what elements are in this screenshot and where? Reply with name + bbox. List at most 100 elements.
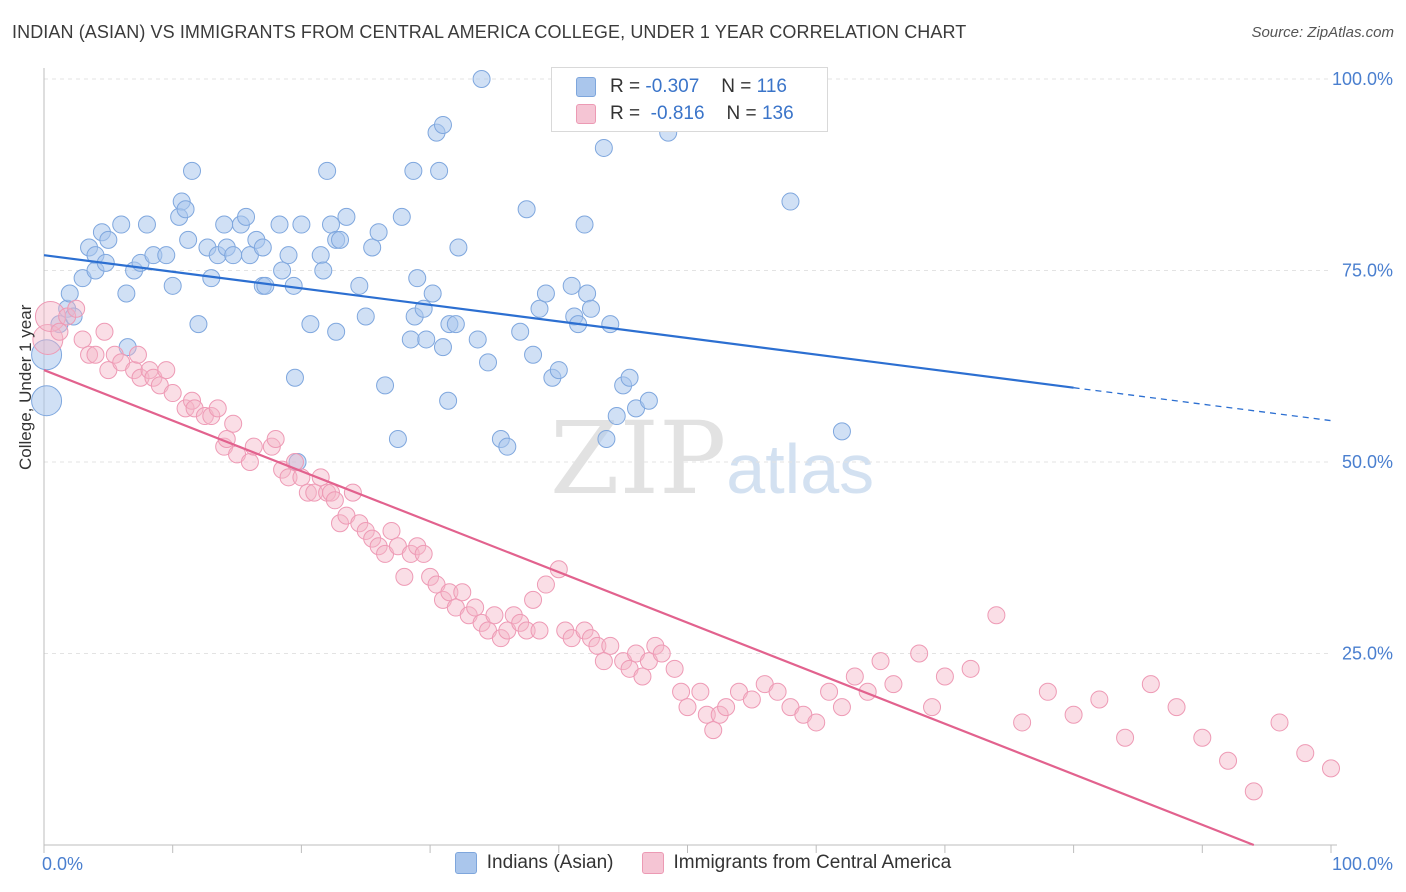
correlation-legend: R = -0.307 N = 116 R = -0.816 N = 136 xyxy=(551,67,828,132)
point-central-america xyxy=(157,361,176,380)
point-central-america xyxy=(556,621,575,640)
point-central-america xyxy=(202,407,221,426)
point-indians xyxy=(536,284,555,303)
point-indians xyxy=(408,269,427,288)
point-central-america xyxy=(356,521,375,540)
point-central-america xyxy=(646,636,665,655)
watermark-atlas: atlas xyxy=(726,430,875,508)
point-indians xyxy=(468,330,487,349)
point-indians xyxy=(256,276,275,295)
point-indians xyxy=(439,391,458,410)
point-central-america xyxy=(530,621,549,640)
point-indians xyxy=(369,223,388,242)
point-indians xyxy=(237,207,256,226)
point-central-america xyxy=(691,682,710,701)
point-central-america xyxy=(58,307,77,326)
point-indians xyxy=(163,276,182,295)
point-central-america xyxy=(331,514,350,533)
point-indians xyxy=(337,207,356,226)
point-indians xyxy=(31,385,63,417)
point-central-america xyxy=(536,575,555,594)
point-indians xyxy=(639,391,658,410)
legend-row-indians: R = -0.307 N = 116 xyxy=(576,74,787,100)
point-central-america xyxy=(311,468,330,487)
point-central-america xyxy=(1038,682,1057,701)
point-indians xyxy=(433,115,452,134)
point-central-america xyxy=(224,414,243,433)
point-central-america xyxy=(588,636,607,655)
point-indians xyxy=(479,353,498,372)
x-tick-label: 0.0% xyxy=(42,854,83,874)
point-central-america xyxy=(414,544,433,563)
point-indians xyxy=(176,200,195,219)
point-indians xyxy=(446,315,465,334)
point-central-america xyxy=(910,644,929,663)
point-central-america xyxy=(163,384,182,403)
point-central-america xyxy=(350,514,369,533)
source-credit: Source: ZipAtlas.com xyxy=(1251,24,1394,41)
point-central-america xyxy=(820,682,839,701)
point-indians xyxy=(112,215,131,234)
point-central-america xyxy=(1193,728,1212,747)
point-indians xyxy=(253,238,272,257)
point-central-america xyxy=(80,345,99,364)
point-central-america xyxy=(1141,675,1160,694)
point-central-america xyxy=(524,590,543,609)
series-legend-indians[interactable]: Indians (Asian) xyxy=(454,852,614,874)
point-indians xyxy=(301,315,320,334)
point-central-america xyxy=(633,667,652,686)
series-swatch-central-america xyxy=(641,852,664,874)
point-central-america xyxy=(1116,728,1135,747)
point-indians xyxy=(189,315,208,334)
point-central-america xyxy=(845,667,864,686)
series-swatch-indians xyxy=(454,852,477,874)
point-indians xyxy=(575,215,594,234)
point-central-america xyxy=(401,544,420,563)
point-central-america xyxy=(517,621,536,640)
point-indians xyxy=(517,200,536,219)
series-legend-central-america[interactable]: Immigrants from Central America xyxy=(641,852,951,874)
point-central-america xyxy=(86,345,105,364)
point-central-america xyxy=(176,399,195,418)
point-central-america xyxy=(1064,705,1083,724)
trendline-indians xyxy=(43,254,1074,389)
point-indians xyxy=(327,322,346,341)
point-central-america xyxy=(1322,759,1340,778)
point-central-america xyxy=(369,537,388,556)
point-central-america xyxy=(1219,751,1238,770)
point-indians xyxy=(60,284,79,303)
point-central-america xyxy=(987,606,1006,625)
point-central-america xyxy=(34,300,66,332)
point-central-america xyxy=(318,483,337,502)
point-central-america xyxy=(95,322,114,341)
point-indians xyxy=(549,361,568,380)
point-central-america xyxy=(421,567,440,586)
point-indians xyxy=(498,437,517,456)
point-indians xyxy=(578,284,597,303)
point-indians xyxy=(279,246,298,265)
legend-n-value: 136 xyxy=(761,103,794,124)
point-indians xyxy=(607,407,626,426)
point-central-america xyxy=(871,652,890,671)
point-indians xyxy=(273,261,292,280)
y-tick-label: 75.0% xyxy=(1342,261,1393,281)
point-indians xyxy=(270,215,289,234)
point-indians xyxy=(99,230,118,249)
point-central-america xyxy=(594,652,613,671)
point-central-america xyxy=(1167,698,1186,717)
point-indians xyxy=(392,207,411,226)
point-indians xyxy=(356,307,375,326)
point-indians xyxy=(157,246,176,265)
point-central-america xyxy=(678,698,697,717)
point-central-america xyxy=(742,690,761,709)
point-indians xyxy=(404,161,423,180)
point-indians xyxy=(117,284,136,303)
point-central-america xyxy=(832,698,851,717)
point-indians xyxy=(562,276,581,295)
point-central-america xyxy=(440,583,459,602)
point-central-america xyxy=(652,644,671,663)
point-central-america xyxy=(131,368,150,387)
y-tick-label: 25.0% xyxy=(1342,644,1393,664)
point-central-america xyxy=(363,529,382,548)
